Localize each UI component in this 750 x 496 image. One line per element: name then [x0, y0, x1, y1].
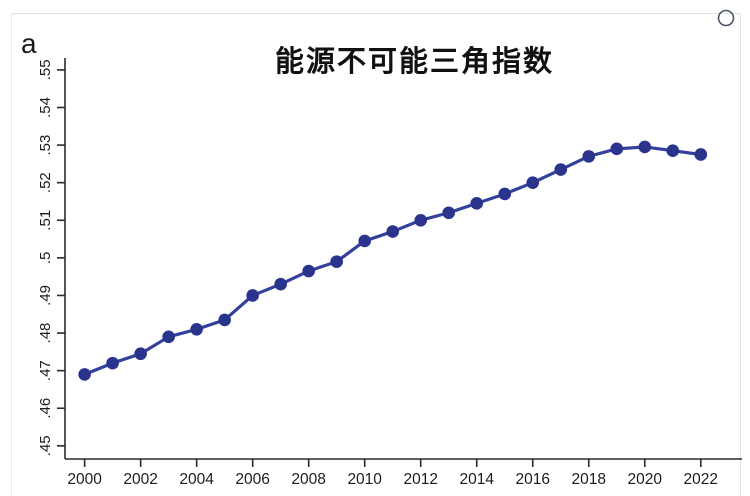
- y-tick-label: .54: [37, 97, 54, 118]
- x-tick-label: 2008: [291, 471, 325, 488]
- data-point: [582, 150, 596, 163]
- data-point: [190, 322, 203, 336]
- data-point: [442, 206, 456, 220]
- chart-title: 能源不可能三角指数: [274, 46, 554, 78]
- x-tick-label: 2000: [67, 471, 102, 488]
- data-point: [78, 368, 91, 381]
- y-tick-label: .5: [37, 252, 54, 265]
- y-tick-label: .52: [37, 172, 54, 193]
- x-tick-label: 2020: [628, 471, 663, 488]
- data-line: [83, 145, 703, 377]
- data-point: [386, 225, 399, 238]
- x-tick-label: 2022: [684, 471, 718, 488]
- x-tick-label: 2014: [459, 471, 494, 488]
- x-tick-label: 2004: [179, 471, 214, 488]
- y-tick-label: .46: [37, 398, 54, 419]
- x-tick-label: 2010: [347, 471, 382, 488]
- data-point: [302, 264, 315, 278]
- y-axis-ticks: .45 .46 .47 .48 .49 .5 .51 .52 .53 .54 .55: [37, 59, 65, 456]
- panel-label: a: [21, 28, 37, 59]
- data-point: [694, 148, 708, 161]
- x-tick-label: 2012: [403, 471, 437, 488]
- x-tick-label: 2002: [123, 471, 157, 488]
- data-point: [330, 255, 343, 268]
- data-point: [638, 140, 652, 154]
- data-point: [106, 356, 119, 370]
- data-point: [470, 197, 484, 210]
- y-tick-label: .49: [37, 285, 54, 306]
- y-tick-label: .48: [37, 323, 54, 344]
- x-tick-label: 2016: [515, 471, 549, 488]
- data-point: [498, 187, 512, 201]
- data-point: [414, 213, 428, 227]
- y-tick-label: .45: [37, 435, 54, 456]
- data-point: [358, 234, 371, 248]
- data-point: [218, 313, 231, 327]
- y-tick-label: .51: [37, 210, 54, 231]
- y-tick-label: .55: [37, 59, 54, 80]
- circle-outline-icon: [717, 9, 735, 27]
- data-point: [526, 176, 540, 189]
- data-point: [666, 144, 680, 158]
- y-tick-label: .47: [37, 360, 54, 381]
- data-point: [246, 289, 259, 302]
- series-0: [78, 140, 708, 381]
- axes: [64, 58, 742, 460]
- x-tick-label: 2018: [572, 471, 606, 488]
- data-point: [610, 142, 624, 156]
- chart-card: a 能源不可能三角指数: [11, 9, 741, 496]
- data-point: [274, 277, 287, 291]
- y-tick-label: .53: [37, 135, 54, 156]
- x-axis-ticks: 2000 2002 2004 2006 2008 2010 2012 2014 2016 2018…: [67, 459, 718, 488]
- data-point: [554, 163, 568, 176]
- data-point: [134, 347, 147, 361]
- data-point: [162, 330, 175, 344]
- x-tick-label: 2006: [235, 471, 269, 488]
